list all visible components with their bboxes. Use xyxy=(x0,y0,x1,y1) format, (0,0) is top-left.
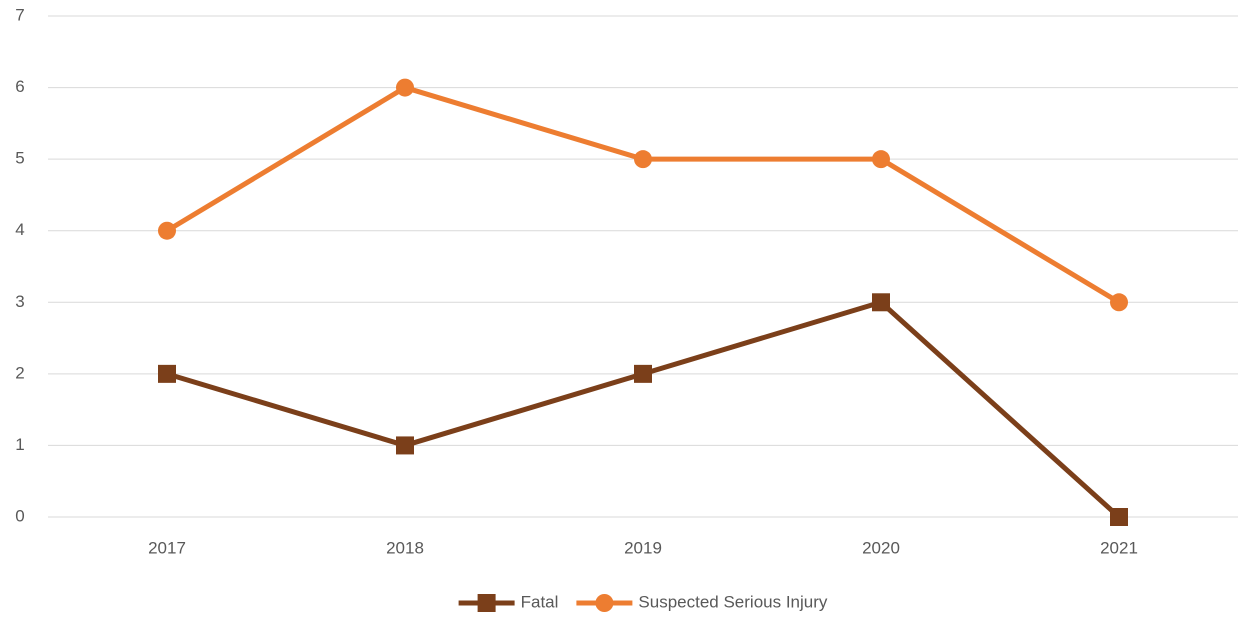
legend-marker xyxy=(477,594,496,612)
data-point xyxy=(158,221,176,240)
data-point xyxy=(1110,293,1128,312)
data-point xyxy=(158,364,176,383)
data-point xyxy=(396,78,414,97)
x-tick-label: 2018 xyxy=(386,538,424,557)
x-tick-label: 2020 xyxy=(862,538,900,557)
series-line xyxy=(166,299,1121,519)
data-point xyxy=(396,436,414,455)
x-tick-label: 2021 xyxy=(1100,538,1138,557)
legend-label: Suspected Serious Injury xyxy=(638,592,827,611)
series-line xyxy=(165,85,1121,305)
y-tick-label: 3 xyxy=(15,292,24,311)
y-tick-label: 4 xyxy=(15,220,24,239)
legend-marker xyxy=(595,594,614,612)
y-tick-label: 5 xyxy=(15,149,24,168)
y-tick-label: 2 xyxy=(15,363,24,382)
data-point xyxy=(634,364,652,383)
y-tick-label: 0 xyxy=(15,506,24,525)
data-point xyxy=(634,150,652,169)
data-point xyxy=(1110,508,1128,526)
data-point xyxy=(872,150,890,169)
y-tick-label: 1 xyxy=(15,435,24,454)
data-point xyxy=(872,293,890,312)
x-tick-label: 2019 xyxy=(624,538,662,557)
y-tick-label: 6 xyxy=(15,77,24,96)
legend-label: Fatal xyxy=(521,592,559,611)
y-tick-label: 7 xyxy=(15,5,24,24)
x-tick-label: 2017 xyxy=(148,538,186,557)
